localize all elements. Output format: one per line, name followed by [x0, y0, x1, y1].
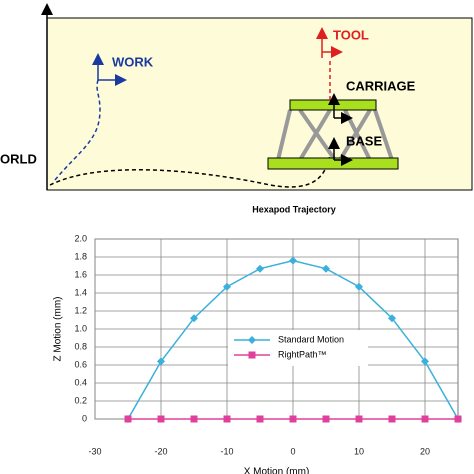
- y-tick-label: 1.8: [74, 251, 87, 261]
- y-tick-label: 1.0: [74, 323, 87, 333]
- point: [388, 415, 396, 423]
- diagram: ORLD WORK TOOL CARRIAGE BASE Hexapod Tra…: [0, 3, 473, 214]
- point: [256, 415, 264, 423]
- y-tick-label: 1.4: [74, 287, 87, 297]
- point: [223, 282, 231, 291]
- point: [248, 336, 256, 344]
- x-tick-label: 10: [354, 446, 364, 456]
- path: [54, 79, 101, 181]
- point: [322, 264, 330, 273]
- y-tick-label: 0.4: [74, 377, 87, 387]
- point: [421, 415, 429, 423]
- caption: Hexapod Trajectory: [252, 204, 336, 214]
- x-tick-label: -20: [154, 446, 167, 456]
- legend-label: RightPath™: [278, 349, 327, 359]
- tool-label: TOOL: [333, 27, 369, 42]
- y-tick-label: 1.2: [74, 305, 87, 315]
- carriage-label: CARRIAGE: [346, 78, 416, 93]
- work-label: WORK: [112, 54, 154, 69]
- point: [454, 415, 462, 423]
- leg: [298, 108, 337, 162]
- base-label: BASE: [346, 133, 382, 148]
- x-axis-label: X Motion (mm): [244, 467, 310, 474]
- y-tick-label: 0.8: [74, 341, 87, 351]
- legend: [228, 330, 368, 366]
- point: [355, 415, 363, 423]
- point: [355, 282, 363, 291]
- world-label: ORLD: [0, 151, 37, 166]
- diagram-bg: [46, 17, 473, 191]
- point: [157, 357, 165, 366]
- y-tick-label: 1.6: [74, 269, 87, 279]
- y-tick-label: 0.6: [74, 359, 87, 369]
- y-tick-label: 0.2: [74, 395, 87, 405]
- y-tick-label: 0: [82, 413, 87, 423]
- point: [322, 415, 330, 423]
- x-tick-label: -30: [88, 446, 101, 456]
- base: [267, 157, 399, 170]
- point: [124, 415, 132, 423]
- leg: [276, 109, 292, 161]
- point: [190, 415, 198, 423]
- chart: 0 0.2 0.4 0.6 0.8 1.0 1.2 1.4 1.6 1.8 2.0 -30 -20 -10…: [53, 233, 462, 474]
- leg: [298, 108, 332, 162]
- point: [289, 256, 297, 265]
- point: [157, 415, 165, 423]
- point: [421, 357, 429, 366]
- x-tick-label: 0: [290, 446, 295, 456]
- y-tick-label: 2.0: [74, 233, 87, 243]
- carriage: [289, 99, 377, 111]
- point: [289, 415, 297, 423]
- point: [256, 264, 264, 273]
- leg: [338, 108, 372, 162]
- point: [248, 351, 256, 359]
- point: [190, 314, 198, 323]
- point: [223, 415, 231, 423]
- point: [388, 314, 396, 323]
- leg: [373, 109, 394, 161]
- path: [49, 154, 331, 188]
- legend-label: Standard Motion: [278, 334, 344, 344]
- x-tick-label: 20: [420, 446, 430, 456]
- y-axis-label: Z Motion (mm): [53, 297, 64, 362]
- x-tick-label: -10: [220, 446, 233, 456]
